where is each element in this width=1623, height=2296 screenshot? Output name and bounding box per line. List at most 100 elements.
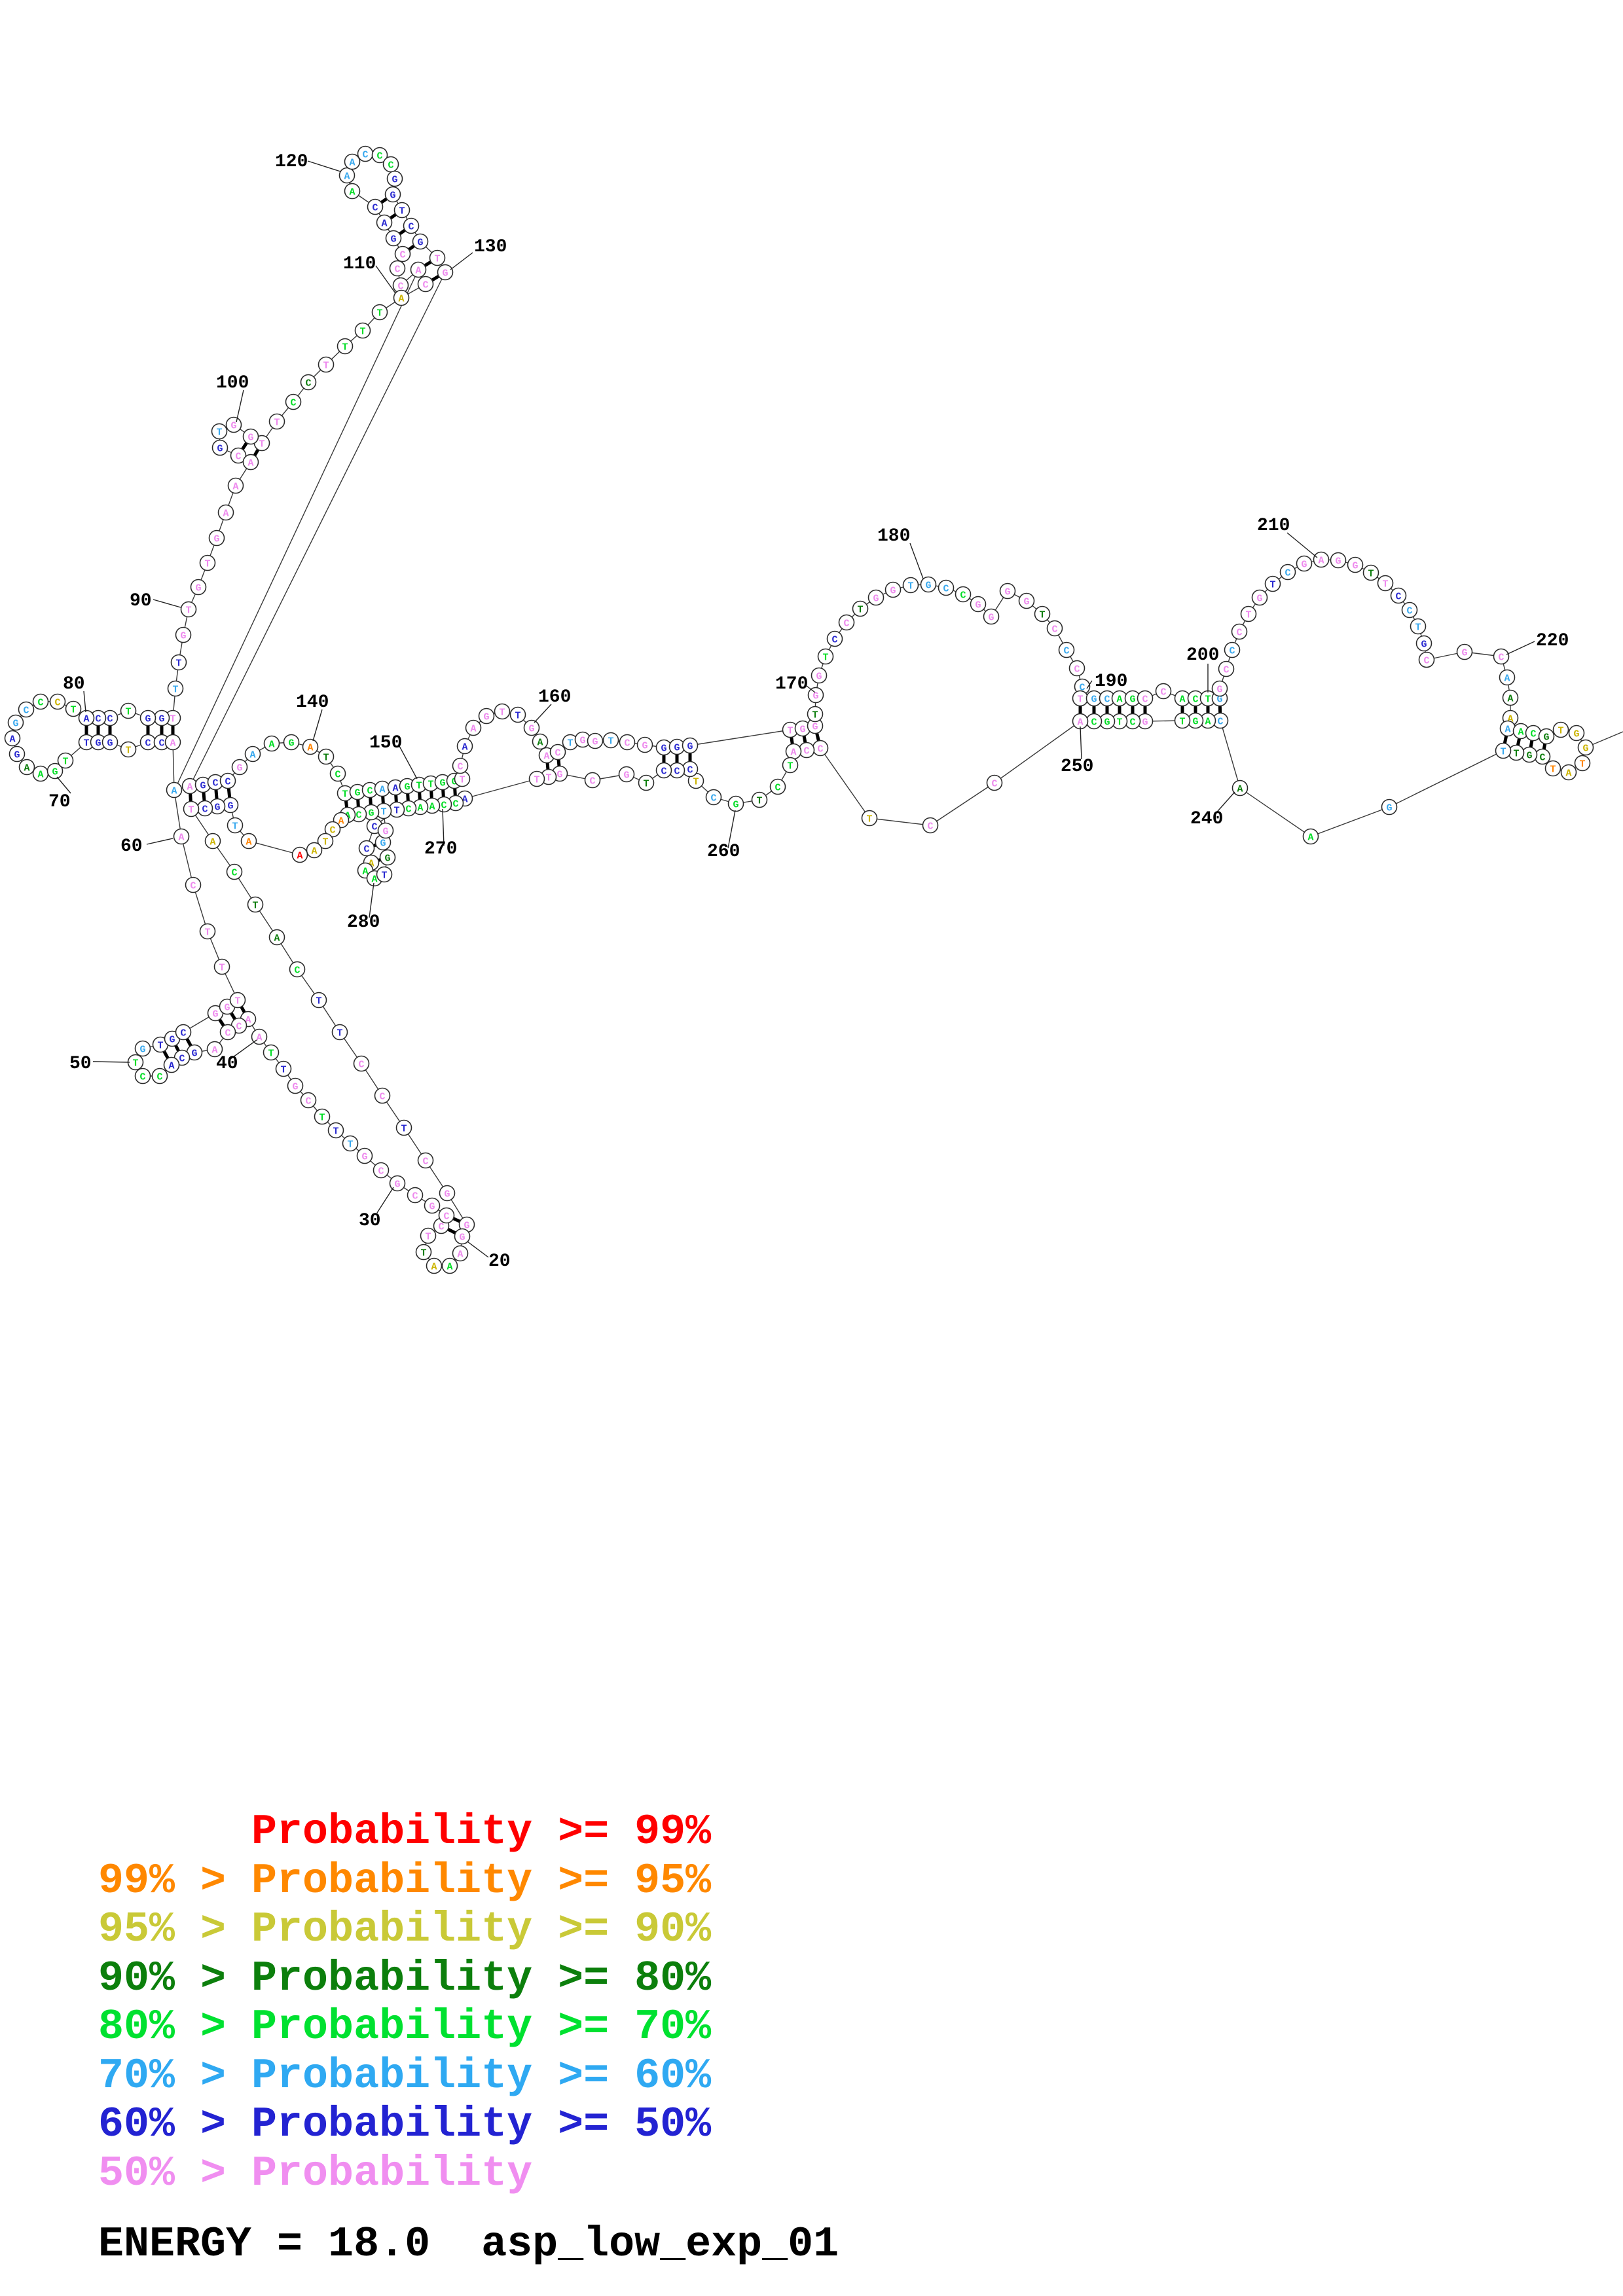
nucleotide-letter: C (624, 738, 630, 749)
nucleotide-letter: G (459, 1232, 465, 1244)
nucleotide-circle (1224, 641, 1241, 658)
nucleotide-circle (1058, 641, 1075, 658)
nucleotide-letter: G (799, 725, 805, 736)
nucleotide-circle (199, 923, 216, 940)
nucleotide-letter: T (125, 707, 131, 718)
nucleotide-circle (1034, 605, 1051, 622)
nucleotide-letter: C (422, 1157, 428, 1168)
nucleotide-letter: G (464, 1221, 469, 1232)
nucleotide-circle (1499, 669, 1516, 686)
nucleotide-circle (884, 581, 902, 598)
nucleotide-letter: C (358, 1060, 364, 1071)
nucleotide-circle (429, 249, 446, 266)
nucleotide-letter: A (470, 724, 476, 735)
nucleotide-letter: C (236, 1022, 242, 1033)
nucleotide-circle (1381, 798, 1398, 816)
nucleotide-letter: T (822, 653, 828, 664)
nucleotide-letter: T (188, 805, 194, 816)
nucleotide-letter: C (388, 160, 393, 171)
nucleotide-circle (4, 730, 21, 747)
legend-row-3: 90% > Probability >= 80% (98, 1954, 712, 2003)
position-label-210: 210 (1257, 516, 1290, 536)
nucleotide-circle (751, 791, 768, 808)
nucleotide-letter: G (392, 175, 397, 186)
nucleotide-letter: C (397, 281, 403, 293)
nucleotide-letter: C (225, 1028, 230, 1039)
nucleotide-letter: A (246, 837, 251, 848)
nucleotide-circle (377, 822, 394, 839)
nucleotide-circle (1401, 601, 1418, 619)
legend-row-0: Probability >= 99% (98, 1808, 712, 1856)
nucleotide-letter: C (231, 868, 237, 879)
backbone-edge (1310, 806, 1390, 837)
nucleotide-circle (1296, 555, 1313, 572)
nucleotide-letter: G (592, 737, 598, 748)
nucleotide-letter: T (204, 927, 210, 939)
nucleotide-letter: T (693, 777, 699, 788)
nucleotide-letter: T (170, 714, 175, 725)
nucleotide-letter: A (1237, 784, 1243, 795)
nucleotide-circle (389, 1175, 406, 1192)
nucleotide-letter: C (687, 765, 693, 776)
nucleotide-letter: G (145, 714, 151, 725)
nucleotide-letter: G (528, 724, 534, 735)
nucleotide-circle (807, 687, 824, 704)
nucleotide-letter: A (268, 740, 274, 751)
nucleotide-letter: C (843, 619, 849, 630)
nucleotide-letter: G (227, 801, 233, 812)
label-leader-line (1286, 532, 1318, 558)
legend-row-1: 99% > Probability >= 95% (98, 1856, 712, 1905)
nucleotide-circle (242, 428, 259, 445)
nucleotide-letter: T (428, 780, 433, 791)
nucleotide-letter: T (1039, 610, 1045, 621)
nucleotide-circle (331, 1024, 348, 1041)
nucleotide-letter: C (405, 804, 411, 816)
label-leader-line (534, 704, 552, 723)
nucleotide-letter: T (62, 757, 68, 768)
nucleotide-letter: C (362, 150, 368, 161)
nucleotide-letter: A (178, 833, 184, 844)
nucleotide-letter: A (398, 294, 404, 305)
nucleotide-circle (1577, 739, 1594, 756)
nucleotide-letter: C (1229, 646, 1235, 657)
position-label-200: 200 (1186, 645, 1219, 666)
nucleotide-letter: T (399, 206, 405, 217)
nucleotide-letter: G (14, 750, 20, 761)
nucleotide-letter: T (1205, 694, 1211, 706)
label-leader-line (56, 776, 71, 794)
nucleotide-circle (213, 958, 230, 975)
nucleotide-letter: G (733, 800, 739, 811)
nucleotide-letter: G (579, 736, 585, 747)
backbone-edge (181, 836, 194, 886)
nucleotide-letter: C (305, 1096, 311, 1107)
nucleotide-circle (618, 766, 635, 783)
nucleotide-letter: T (1415, 622, 1421, 634)
nucleotide-letter: C (438, 1222, 444, 1233)
nucleotide-circle (1552, 721, 1569, 738)
nucleotide-circle (175, 626, 192, 643)
energy-caption: ENERGY = 18.0 asp_low_exp_01 (98, 2220, 839, 2269)
nucleotide-letter: T (787, 761, 793, 772)
nucleotide-circle (867, 589, 884, 606)
nucleotide-letter: C (180, 1028, 186, 1039)
nucleotide-circle (163, 1056, 180, 1073)
label-leader-line (1213, 791, 1235, 816)
nucleotide-letter: T (1368, 569, 1374, 580)
nucleotide-circle (1502, 689, 1519, 706)
nucleotide-circle (417, 1152, 434, 1169)
nucleotide-circle (318, 748, 335, 765)
nucleotide-circle (1330, 552, 1347, 569)
nucleotide-letter: A (1504, 725, 1510, 736)
nucleotide-letter: A (9, 734, 15, 745)
backbone-edge (869, 817, 931, 826)
nucleotide-letter: T (1382, 579, 1388, 590)
nucleotide-letter: G (200, 781, 206, 792)
nucleotide-circle (655, 762, 672, 779)
nucleotide-letter: G (380, 838, 386, 850)
nucleotide-letter: G (1526, 751, 1532, 762)
nucleotide-circle (494, 703, 511, 720)
nucleotide-letter: G (988, 613, 994, 624)
nucleotide-letter: G (107, 738, 113, 749)
nucleotide-letter: A (371, 874, 377, 886)
nucleotide-letter: C (376, 151, 382, 162)
